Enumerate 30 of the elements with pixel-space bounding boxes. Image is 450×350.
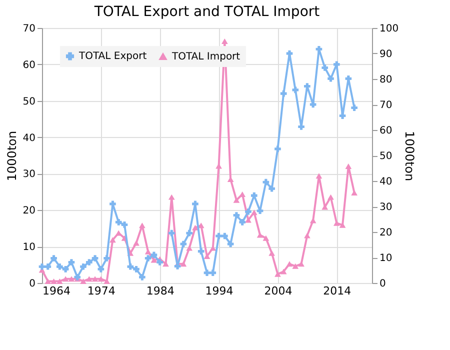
y2-tick-label: 40	[380, 176, 392, 188]
y-tick-label: 30	[22, 169, 36, 180]
y-tick-label: 40	[22, 132, 36, 144]
legend-label: TOTAL Export	[78, 51, 147, 62]
y-tick-label: 50	[22, 96, 36, 108]
y2-tick-label: 90	[380, 49, 392, 60]
y2-tick-label: 50	[380, 151, 392, 162]
x-tick-label: 2004	[264, 284, 292, 298]
y2-tick-label: 10	[380, 253, 392, 264]
x-tick-label: 1994	[205, 284, 234, 298]
y-tick-label: 10	[22, 242, 36, 254]
y-axis-title: 1000ton	[4, 130, 19, 182]
legend-label: TOTAL Import	[171, 51, 240, 62]
x-tick-label: 2014	[323, 284, 352, 298]
y2-tick-label: 20	[380, 228, 392, 238]
y2-tick-label: 0	[380, 278, 386, 290]
chart-title: TOTAL Export and TOTAL Import	[93, 4, 320, 20]
x-tick-label: 1984	[146, 284, 174, 298]
y-tick-label: 0	[29, 278, 36, 290]
y2-tick-label: 100	[380, 24, 399, 34]
y2-tick-label: 80	[380, 74, 392, 86]
y-tick-label: 60	[22, 60, 36, 71]
y2-tick-label: 70	[380, 100, 392, 111]
y2-tick-label: 30	[380, 202, 392, 213]
x-tick-label: 1974	[87, 284, 116, 298]
y2-tick-label: 60	[380, 126, 392, 136]
y-tick-label: 20	[22, 206, 36, 217]
x-tick-label: 1964	[42, 284, 70, 298]
y2-axis-title: 1000ton	[402, 130, 417, 182]
y-tick-label: 70	[22, 24, 36, 34]
